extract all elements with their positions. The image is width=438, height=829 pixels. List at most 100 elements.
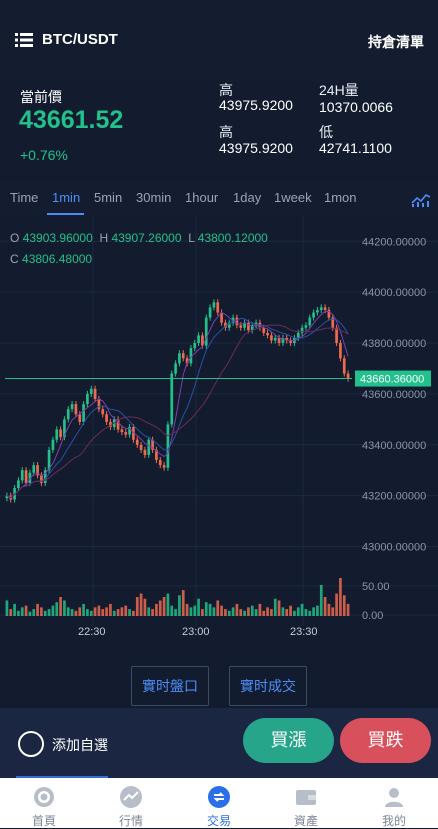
volume-bar <box>74 610 78 616</box>
volume-bar <box>181 590 185 616</box>
realtime-depth-button[interactable]: 實时盤口 <box>131 666 209 706</box>
candle-body <box>224 322 227 328</box>
tab-30min[interactable]: 30min <box>136 190 172 205</box>
candle-body <box>289 340 292 344</box>
watchlist-checkbox[interactable] <box>18 731 44 757</box>
y-axis-tick-label: 43400.00000 <box>362 440 426 452</box>
candle-body <box>247 322 250 331</box>
volume-bar <box>151 609 154 616</box>
candle-body <box>262 327 266 333</box>
candle-body <box>235 317 239 326</box>
candle-body <box>124 432 128 435</box>
ohlc-close-row: C 43806.48000 <box>10 252 92 266</box>
tab-1day[interactable]: 1day <box>233 190 262 205</box>
x-axis-tick-label: 22:30 <box>78 626 106 638</box>
profile-icon <box>385 788 403 807</box>
volume-bar <box>178 595 181 616</box>
tab-1mon[interactable]: 1mon <box>324 190 357 205</box>
candle-body <box>285 337 289 341</box>
ohlc-close: 43806.48000 <box>22 252 93 266</box>
candle-body <box>105 414 108 422</box>
realtime-trades-button[interactable]: 實时成交 <box>229 666 307 706</box>
volume-bar <box>262 610 266 616</box>
volume-bar <box>32 609 36 616</box>
stat-24h-volume-label: 24H量 <box>319 82 359 98</box>
candlestick-chart[interactable]: 44200.00000 44000.00000 43800.00000 43600.0… <box>0 216 438 646</box>
volume-bar <box>296 607 300 616</box>
volume-bar <box>335 593 338 616</box>
current-price-tag <box>355 370 431 387</box>
volume-bar <box>319 584 323 616</box>
tab-1week[interactable]: 1week <box>274 190 312 205</box>
buy-long-button[interactable]: 買漲 <box>243 718 334 763</box>
tab-1hour[interactable]: 1hour <box>185 190 219 205</box>
volume-bar <box>17 610 20 616</box>
volume-bar <box>101 609 105 616</box>
ohlc-high: 43907.26000 <box>111 231 182 245</box>
candle-body <box>170 373 174 425</box>
candle-body <box>5 495 9 499</box>
candle-body <box>208 307 212 318</box>
volume-bar <box>270 609 273 616</box>
candle-body <box>139 444 143 450</box>
tab-assets[interactable]: 資產 <box>262 778 350 828</box>
tab-market[interactable]: 行情 <box>87 778 175 828</box>
volume-bar <box>231 607 235 616</box>
volume-bar <box>66 607 70 616</box>
bottom-tab-bar: 首頁 行情 交易 資產 我的 <box>0 778 438 828</box>
volume-bar <box>86 609 89 616</box>
current-price: 43661.52 <box>19 106 124 134</box>
stat-low-label: 低 <box>319 124 333 140</box>
trading-pair-title[interactable]: BTC/USDT <box>42 31 118 48</box>
volume-bar <box>143 598 147 616</box>
indicator-settings-icon[interactable] <box>411 191 431 207</box>
ohlc-open-high-low: O 43903.96000 H 43907.26000 L 43800.1200… <box>10 231 268 245</box>
volume-bar <box>132 610 135 616</box>
volume-bar <box>189 607 193 616</box>
ohlc-open: 43903.96000 <box>22 231 93 245</box>
menu-list-icon[interactable] <box>15 32 33 48</box>
tab-trade[interactable]: 交易 <box>175 778 263 828</box>
volume-bar <box>63 600 66 616</box>
volume-bar <box>128 609 131 616</box>
candle-body <box>70 404 74 410</box>
candle-body <box>128 426 131 435</box>
volume-bar <box>250 605 254 616</box>
tab-5min[interactable]: 5min <box>94 190 123 205</box>
volume-bar <box>308 610 312 616</box>
volume-bar <box>339 578 342 616</box>
y-axis-tick-label: 43000.00000 <box>362 542 426 554</box>
tab-time[interactable]: Time <box>10 190 39 205</box>
volume-bar <box>139 593 143 616</box>
volume-bar <box>204 602 208 616</box>
volume-bar <box>70 609 74 616</box>
volume-bar <box>258 603 262 616</box>
candle-body <box>296 332 300 338</box>
volume-bar <box>174 609 177 616</box>
volume-bar <box>239 609 243 616</box>
sell-short-button[interactable]: 買跌 <box>340 718 431 763</box>
candle-body <box>20 470 24 481</box>
add-watchlist-label[interactable]: 添加自選 <box>52 737 108 753</box>
candle-body <box>158 460 162 466</box>
y-axis-tick-label: 44000.00000 <box>362 287 426 299</box>
volume-bar <box>312 607 315 616</box>
candle-body <box>312 312 315 318</box>
interval-tabs: Time 1min 5min 30min 1hour 1day 1week 1m… <box>0 180 438 216</box>
tab-trade-label: 交易 <box>206 814 231 828</box>
stat-24h-volume-value: 10370.0066 <box>319 99 393 115</box>
active-tab-indicator <box>47 213 84 215</box>
volume-bar <box>93 607 97 616</box>
candle-body <box>308 317 312 326</box>
tab-home[interactable]: 首頁 <box>0 778 88 828</box>
candle-body <box>335 327 338 344</box>
volume-bar <box>24 605 28 616</box>
candle-body <box>323 307 327 310</box>
tab-1min[interactable]: 1min <box>52 190 81 205</box>
holdings-list-link[interactable]: 持倉清單 <box>368 34 424 50</box>
candle-body <box>327 309 331 318</box>
volume-bar <box>112 610 116 616</box>
candle-body <box>304 325 308 328</box>
volume-bar <box>97 605 101 616</box>
tab-profile[interactable]: 我的 <box>350 778 438 828</box>
